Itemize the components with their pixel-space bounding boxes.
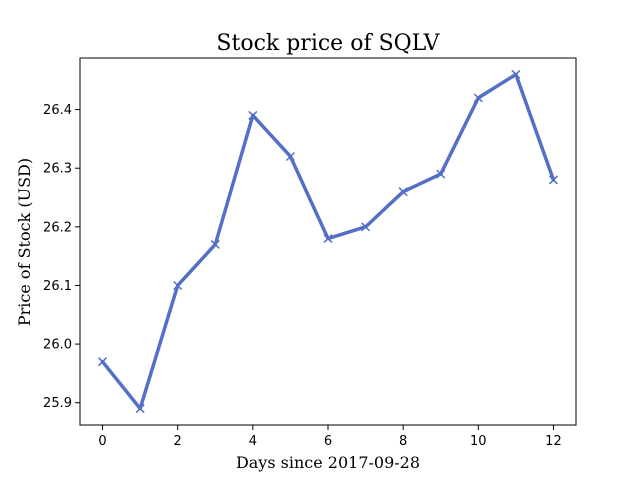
x-tick-label: 0 bbox=[98, 434, 106, 449]
y-tick-label: 25.9 bbox=[43, 396, 72, 411]
x-tick-label: 10 bbox=[470, 434, 487, 449]
data-point-marker bbox=[436, 169, 446, 179]
x-tick-label: 6 bbox=[324, 434, 332, 449]
y-tick-label: 26.1 bbox=[43, 279, 72, 294]
x-axis-label: Days since 2017-09-28 bbox=[236, 453, 420, 472]
data-point-marker bbox=[173, 280, 183, 290]
y-tick-label: 26.3 bbox=[43, 162, 72, 177]
plot-area bbox=[79, 57, 577, 426]
y-axis: 25.9 26.0 26.1 26.2 26.3 26.4 bbox=[43, 103, 80, 411]
data-point-marker bbox=[285, 151, 295, 162]
data-point-marker bbox=[323, 234, 333, 244]
x-tick-label: 12 bbox=[545, 434, 562, 449]
x-tick-label: 8 bbox=[399, 434, 407, 449]
y-tick-label: 26.4 bbox=[43, 103, 72, 118]
series-line bbox=[100, 72, 556, 411]
x-tick-label: 4 bbox=[249, 434, 257, 449]
data-point-marker bbox=[135, 404, 145, 414]
x-axis: 0 2 4 6 8 10 12 bbox=[98, 425, 562, 449]
data-point-marker bbox=[98, 357, 108, 367]
y-tick-label: 26.0 bbox=[43, 338, 72, 353]
chart-title: Stock price of SQLV bbox=[216, 31, 440, 56]
data-point-marker bbox=[548, 175, 558, 185]
data-point-marker bbox=[361, 222, 371, 232]
y-tick-label: 26.2 bbox=[43, 220, 72, 235]
series-layer bbox=[98, 69, 558, 414]
data-point-marker bbox=[248, 110, 258, 120]
data-point-marker bbox=[210, 239, 220, 249]
data-point-marker bbox=[511, 69, 521, 79]
y-axis-label: Price of Stock (USD) bbox=[15, 158, 34, 326]
x-tick-label: 2 bbox=[174, 434, 182, 449]
data-point-marker bbox=[473, 93, 483, 103]
data-point-marker bbox=[398, 187, 408, 197]
